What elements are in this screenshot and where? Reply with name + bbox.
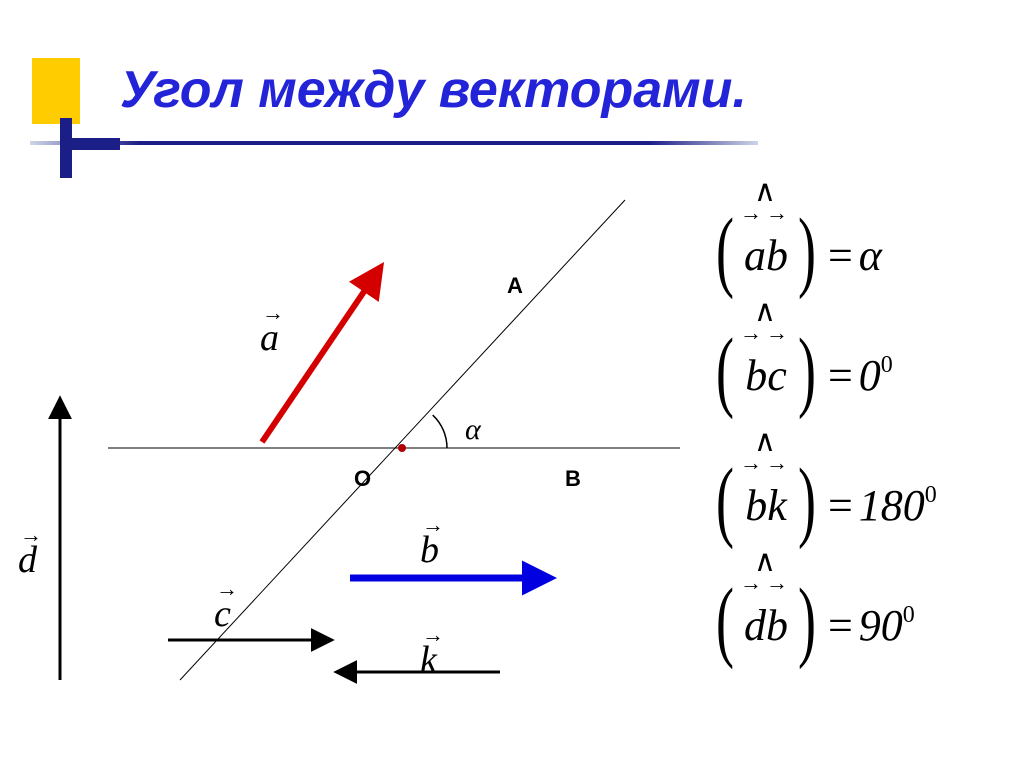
- vector-label-a-arrow-icon: →: [262, 302, 284, 324]
- point-label-a: A: [507, 273, 523, 299]
- vector-label-d-arrow-icon: →: [20, 524, 42, 546]
- vector-label-b-arrow-icon: →: [422, 514, 444, 536]
- formula-bk: (∧→→bk)=1800: [710, 480, 937, 531]
- angle-label-alpha: α: [465, 413, 481, 447]
- point-label-b: B: [565, 466, 581, 492]
- vector-a: [262, 268, 380, 442]
- formula-bc: (∧→→bc)=00: [710, 350, 893, 401]
- vector-label-k-arrow-icon: →: [422, 624, 444, 646]
- formula-ab: (∧→→ab)=α: [710, 230, 882, 281]
- point-label-o: O: [354, 466, 371, 492]
- formula-db: (∧→→db)=900: [710, 600, 915, 651]
- vector-label-c-arrow-icon: →: [216, 578, 238, 600]
